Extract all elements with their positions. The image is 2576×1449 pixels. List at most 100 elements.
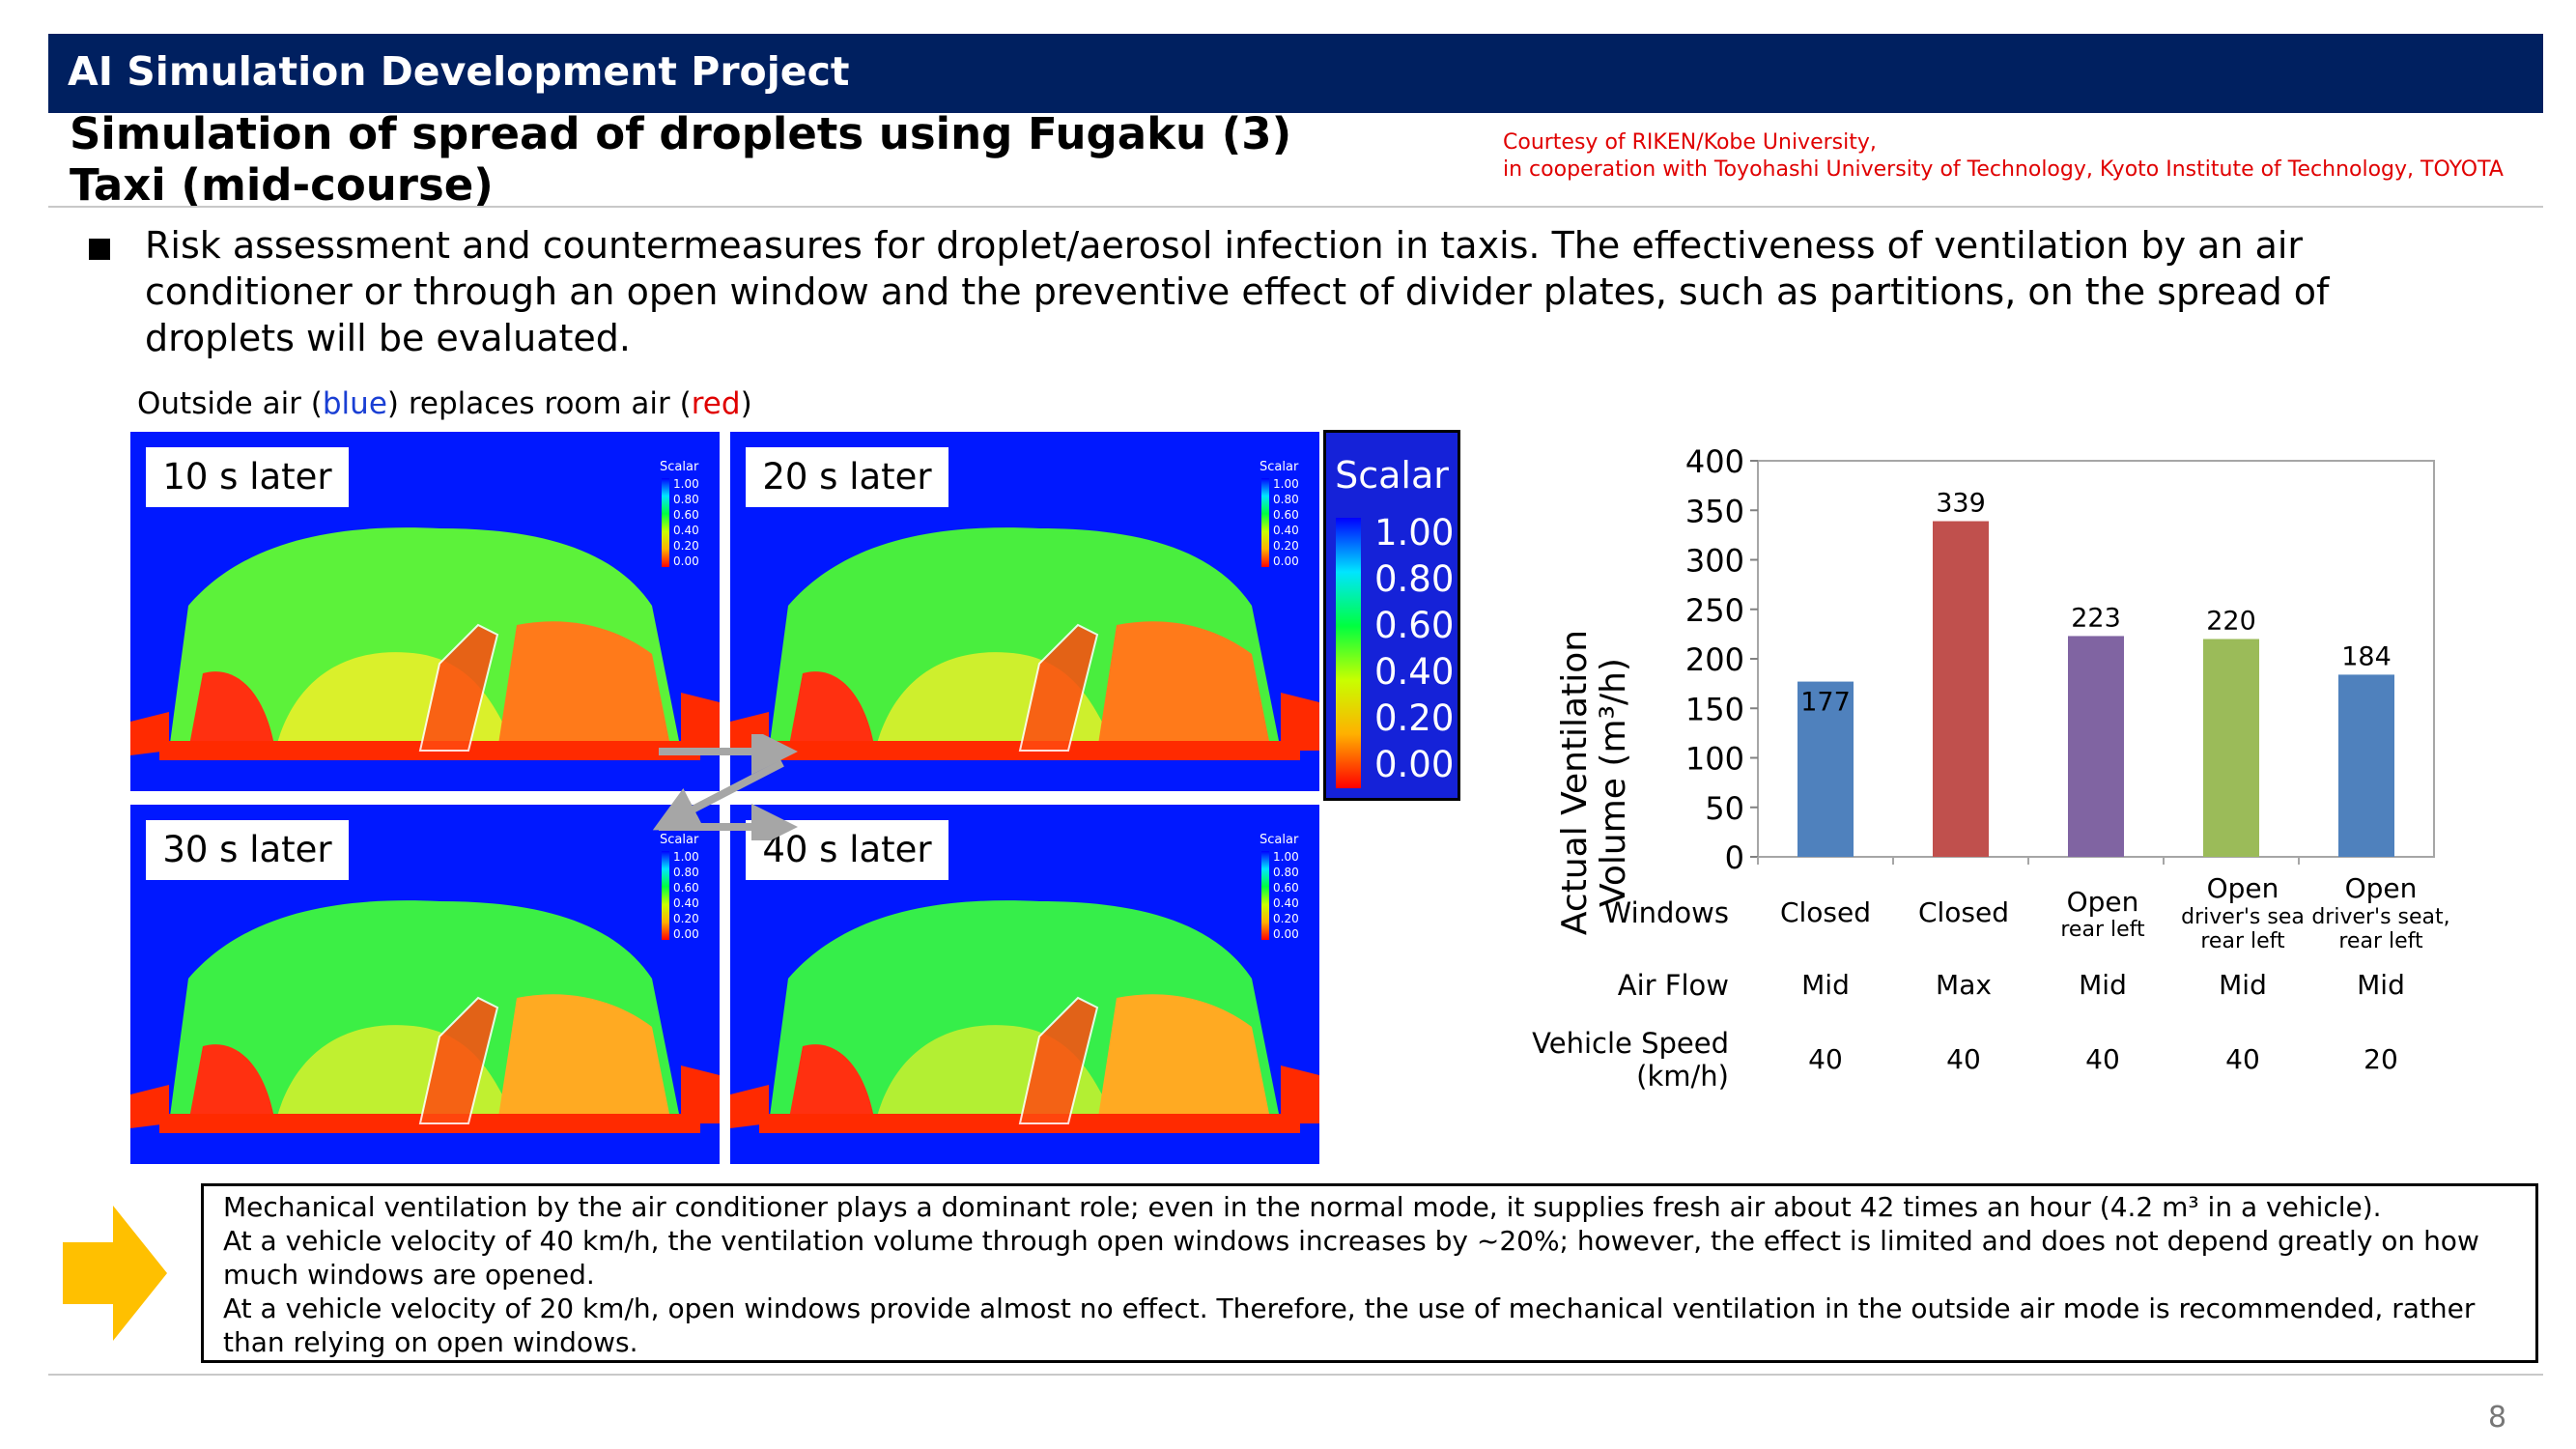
svg-text:0.00: 0.00 — [1273, 927, 1299, 941]
air-note-prefix: Outside air ( — [137, 386, 323, 421]
header-title: AI Simulation Development Project — [68, 48, 850, 95]
row-header-airflow: Air Flow — [1617, 969, 1729, 1002]
bar — [2068, 636, 2124, 857]
y-tick-label: 150 — [1685, 691, 1744, 727]
svg-text:0.00: 0.00 — [1273, 554, 1299, 568]
y-tick-label: 200 — [1685, 641, 1744, 678]
svg-text:0.40: 0.40 — [673, 896, 699, 910]
simulation-panel: Scalar 1.00 0.80 0.60 0.40 0.20 0.00 40 s later — [730, 805, 1319, 1164]
scalar-value: 0.20 — [1374, 697, 1455, 739]
svg-text:0.60: 0.60 — [673, 508, 699, 522]
scalar-value: 0.40 — [1374, 651, 1455, 693]
svg-text:Scalar: Scalar — [1260, 460, 1299, 474]
bar-data-label: 223 — [2071, 603, 2121, 633]
windows-sub-cell: rear left — [2200, 929, 2285, 953]
time-label: 10 s later — [146, 447, 349, 507]
windows-sub-cell: rear left — [2060, 918, 2145, 942]
speed-cell: 40 — [2085, 1043, 2120, 1075]
air-note-red: red — [691, 386, 741, 421]
scalar-gradient-bar — [1336, 518, 1361, 788]
summary-line1: Mechanical ventilation by the air condit… — [223, 1191, 2382, 1223]
bar — [1798, 681, 1854, 857]
mini-scalar-legend: Scalar 1.00 0.80 0.600.40 0.20 0.00 — [660, 833, 699, 941]
windows-cell: Closed — [1779, 896, 1872, 928]
svg-text:1.00: 1.00 — [673, 477, 699, 491]
bullet-text: Risk assessment and countermeasures for … — [145, 224, 2330, 359]
scalar-value: 0.00 — [1374, 744, 1455, 785]
bar-data-label: 177 — [1800, 688, 1851, 718]
windows-cell: Open — [2344, 872, 2418, 904]
y-tick-label: 300 — [1685, 543, 1744, 580]
y-tick-label: 400 — [1685, 443, 1744, 480]
credit-note: Courtesy of RIKEN/Kobe University, in co… — [1503, 129, 2504, 184]
svg-text:1.00: 1.00 — [1273, 477, 1299, 491]
svg-text:0.20: 0.20 — [1273, 539, 1299, 553]
svg-text:0.20: 0.20 — [1273, 912, 1299, 925]
y-tick-label: 250 — [1685, 592, 1744, 629]
bar-data-label: 184 — [2341, 641, 2392, 671]
credit-line1: Courtesy of RIKEN/Kobe University, — [1503, 130, 1877, 155]
svg-text:Scalar: Scalar — [660, 833, 699, 847]
summary-box: Mechanical ventilation by the air condit… — [201, 1183, 2538, 1363]
air-note: Outside air (blue) replaces room air (re… — [137, 386, 752, 421]
summary-line2: At a vehicle velocity of 40 km/h, the ve… — [223, 1225, 2479, 1291]
y-tick-label: 350 — [1685, 493, 1744, 529]
airflow-cell: Max — [1936, 969, 1992, 1001]
bar — [1933, 521, 1989, 857]
airflow-cell: Mid — [2357, 969, 2405, 1001]
air-note-middle: ) replaces room air ( — [386, 386, 692, 421]
row-header-speed-line1: Vehicle Speed — [1532, 1027, 1729, 1060]
simulation-panel: Scalar 1.00 0.80 0.60 0.40 0.20 0.00 10 s later — [130, 432, 720, 791]
windows-cell: Open — [2066, 886, 2139, 918]
svg-text:0.20: 0.20 — [673, 539, 699, 553]
airflow-cell: Mid — [2079, 969, 2127, 1001]
speed-cell: 40 — [2225, 1043, 2260, 1075]
summary-line3: At a vehicle velocity of 20 km/h, open w… — [223, 1293, 2476, 1358]
svg-text:0.00: 0.00 — [673, 554, 699, 568]
slide-title-line2: Taxi (mid-course) — [70, 159, 494, 211]
time-label: 30 s later — [146, 820, 349, 880]
svg-text:0.80: 0.80 — [673, 866, 699, 879]
airflow-cell: Mid — [2219, 969, 2267, 1001]
page-number: 8 — [2488, 1401, 2507, 1435]
speed-cell: 20 — [2364, 1043, 2398, 1075]
airflow-cell: Mid — [1801, 969, 1850, 1001]
scalar-legend: Scalar 1.00 0.80 0.60 0.40 0.20 0.00 — [1323, 430, 1460, 801]
svg-text:1.00: 1.00 — [673, 850, 699, 864]
scalar-value: 0.60 — [1374, 605, 1455, 646]
y-tick-label: 0 — [1725, 839, 1744, 876]
slide-title-line1: Simulation of spread of droplets using F… — [70, 108, 1292, 159]
svg-text:0.40: 0.40 — [1273, 524, 1299, 537]
svg-text:0.00: 0.00 — [673, 927, 699, 941]
credit-line2: in cooperation with Toyohashi University… — [1503, 157, 2504, 182]
svg-text:Scalar: Scalar — [1260, 833, 1299, 847]
simulation-panel: Scalar 1.00 0.80 0.60 0.40 0.20 0.00 20 s later — [730, 432, 1319, 791]
svg-text:0.80: 0.80 — [673, 493, 699, 506]
header-bar — [48, 34, 2543, 113]
svg-text:1.00: 1.00 — [1273, 850, 1299, 864]
chart-ylabel-line2: Volume (m³/h) — [1594, 658, 1632, 907]
y-tick-label: 50 — [1705, 790, 1744, 827]
chart-ylabel-line1: Actual Ventilation — [1555, 630, 1595, 935]
windows-sub-cell: rear left — [2338, 929, 2423, 953]
svg-text:0.20: 0.20 — [673, 912, 699, 925]
row-header-speed-line2: (km/h) — [1636, 1060, 1729, 1093]
mini-scalar-legend: Scalar 1.00 0.80 0.60 0.40 0.200.00 — [1260, 460, 1299, 568]
bar-data-label: 339 — [1936, 489, 1986, 519]
windows-cell: Closed — [1917, 896, 2010, 928]
svg-text:0.60: 0.60 — [673, 881, 699, 895]
air-note-suffix: ) — [740, 386, 752, 421]
svg-text:0.40: 0.40 — [673, 524, 699, 537]
windows-sub-cell: driver's sea — [2181, 905, 2305, 929]
svg-text:0.80: 0.80 — [1273, 493, 1299, 506]
bar-chart: 0 50 100 150 200 250 300 350 400 177 339 223 220 184 — [1685, 443, 2435, 876]
y-tick-label: 100 — [1685, 741, 1744, 778]
speed-cell: 40 — [1946, 1043, 1981, 1075]
svg-text:0.60: 0.60 — [1273, 508, 1299, 522]
time-label: 20 s later — [746, 447, 948, 507]
scalar-value: 1.00 — [1374, 512, 1455, 554]
svg-text:0.80: 0.80 — [1273, 866, 1299, 879]
simulation-panel: Scalar 1.00 0.80 0.60 0.40 0.20 0.00 30 s later — [130, 805, 720, 1164]
bottom-divider — [48, 1374, 2543, 1376]
